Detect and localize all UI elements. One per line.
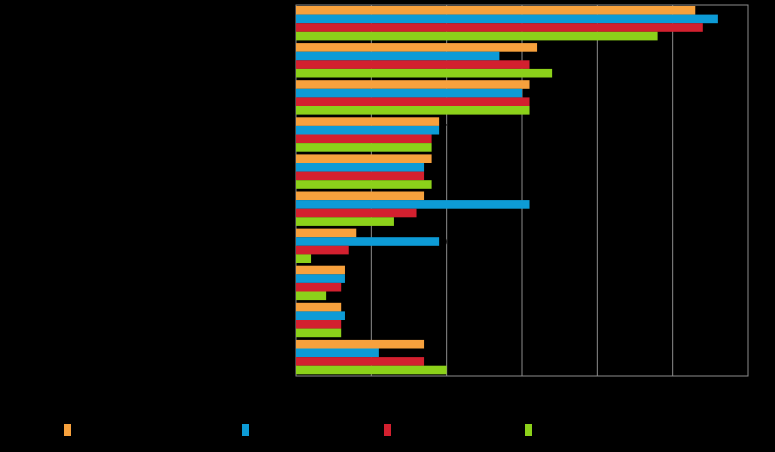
bar-cat4-series1 (296, 117, 440, 126)
bar-cat8-series4 (296, 291, 327, 301)
legend-item-2 (242, 424, 253, 436)
data-label: 24 (524, 88, 537, 100)
bar-cat6-series2 (296, 200, 530, 209)
bar-cat5-series2 (296, 163, 425, 172)
bar-cat9-series1 (296, 302, 342, 312)
bar-cat7-series4 (296, 254, 312, 263)
data-label: 10 (449, 365, 461, 377)
legend-item-4 (525, 424, 536, 436)
data-label: 53 (697, 5, 709, 17)
bar-cat1-series4 (296, 31, 658, 41)
bar-cat4-series2 (296, 125, 440, 135)
bar-cat1-series1 (296, 6, 696, 15)
data-label: 7 (351, 245, 357, 257)
bar-cat8-series2 (296, 274, 345, 283)
bar-cat7-series1 (296, 228, 357, 238)
bar-cat5-series3 (296, 171, 425, 181)
bar-cat4-series3 (296, 134, 432, 144)
legend-swatch-2 (242, 424, 249, 436)
data-labels: 53 56 48 27 30 24 13 20 16 10 11 9 7 11 10 (351, 5, 732, 377)
data-label: 11 (381, 348, 393, 360)
bar-cat5-series4 (296, 180, 432, 189)
legend-swatch-4 (525, 424, 532, 436)
bar-cat2-series1 (296, 43, 538, 52)
bar-cat2-series4 (296, 68, 553, 78)
bar-cat3-series2 (296, 88, 522, 98)
bar-cat6-series1 (296, 191, 425, 201)
data-label: 48 (660, 31, 672, 43)
bar-cat9-series2 (296, 311, 345, 320)
bar-cat3-series3 (296, 97, 530, 106)
bar-cat6-series4 (296, 217, 394, 226)
bar-cat1-series2 (296, 14, 718, 24)
data-label: 13 (441, 116, 453, 128)
legend (0, 424, 775, 444)
bar-cat10-series3 (296, 357, 425, 366)
bar-cat6-series3 (296, 208, 417, 218)
bar-cat10-series2 (296, 348, 379, 358)
data-label: 20 (434, 179, 446, 191)
bar-cat3-series4 (296, 106, 530, 115)
bars (296, 6, 718, 375)
data-label: 16 (532, 199, 544, 211)
bar-cat3-series1 (296, 80, 530, 89)
legend-item-1 (64, 424, 75, 436)
bar-cat2-series3 (296, 60, 530, 69)
bar-cat10-series1 (296, 339, 425, 349)
bar-cat7-series2 (296, 237, 440, 246)
legend-swatch-3 (384, 424, 391, 436)
legend-item-3 (384, 424, 395, 436)
data-label: 10 (419, 208, 431, 220)
data-label: 11 (396, 216, 408, 228)
legend-swatch-1 (64, 424, 71, 436)
data-label: 30 (554, 68, 566, 80)
data-label: 27 (501, 51, 513, 63)
bar-cat5-series1 (296, 154, 432, 163)
bar-cat2-series2 (296, 51, 500, 61)
bar-cat7-series3 (296, 245, 349, 255)
bar-cat8-series1 (296, 265, 345, 275)
data-label: 9 (441, 236, 447, 248)
data-label: 56 (720, 14, 732, 26)
bar-cat1-series3 (296, 23, 703, 32)
bar-cat9-series3 (296, 320, 342, 329)
bar-cat8-series3 (296, 282, 342, 292)
bar-cat9-series4 (296, 328, 342, 338)
bar-cat10-series4 (296, 365, 447, 375)
bar-cat4-series4 (296, 143, 432, 152)
